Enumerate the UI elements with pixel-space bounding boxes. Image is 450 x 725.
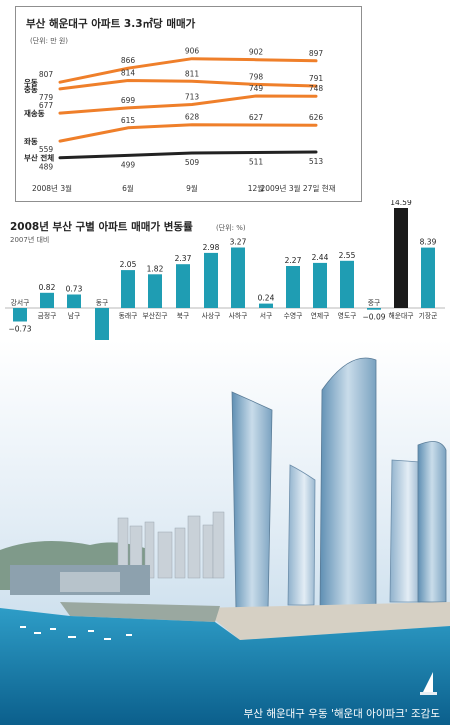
bar-value-10: 2.27 — [285, 256, 302, 265]
bar-12 — [340, 260, 354, 308]
bar-value-12: 2.55 — [339, 251, 356, 260]
bar-value-2: 0.73 — [66, 284, 83, 293]
point-label-4-3: 511 — [249, 158, 264, 167]
photo-caption: 부산 해운대구 우동 '해운대 아이파크' 조감도 — [244, 707, 441, 720]
bar-15 — [421, 247, 435, 308]
point-label-0-3: 902 — [249, 48, 264, 57]
bar-category-1: 금정구 — [38, 311, 57, 320]
series-label-4: 부산 전체 — [24, 153, 54, 163]
x-tick-4: 2009년 3월 27일 현재 — [260, 183, 335, 193]
bar-category-3: 동구 — [96, 299, 109, 307]
point-label-4-1: 499 — [121, 160, 136, 169]
chart2-subtitle: 2007년 대비 — [10, 235, 49, 244]
point-label-1-3: 798 — [249, 72, 264, 81]
bar-1 — [40, 292, 54, 308]
chart2-unit: (단위: %) — [216, 223, 246, 232]
bar-category-8: 사하구 — [229, 311, 248, 320]
point-label-4-0: 489 — [39, 163, 54, 172]
chart1-unit: (단위: 만 원) — [30, 36, 68, 45]
bar-category-7: 사상구 — [202, 311, 221, 320]
chart1-title: 부산 해운대구 아파트 3.3㎡당 매매가 — [26, 17, 196, 30]
bar-10 — [286, 266, 300, 308]
point-label-2-1: 699 — [121, 96, 136, 105]
x-tick-0: 2008년 3월 — [32, 183, 72, 193]
point-label-2-3: 749 — [249, 84, 264, 93]
bar-category-9: 서구 — [260, 311, 273, 320]
series-label-0: 우동 — [24, 78, 38, 87]
bar-category-0: 강서구 — [11, 298, 30, 307]
bar-value-0: −0.73 — [9, 325, 32, 334]
bar-8 — [231, 247, 245, 308]
bar-category-4: 동래구 — [119, 311, 138, 320]
bar-category-2: 남구 — [68, 311, 81, 320]
bar-value-1: 0.82 — [39, 283, 56, 292]
point-label-1-1: 814 — [121, 69, 136, 78]
point-label-4-4: 513 — [309, 157, 324, 166]
series-label-1: 중동 — [24, 85, 38, 94]
bar-category-13: 중구 — [368, 299, 381, 307]
bar-2 — [67, 294, 81, 308]
bar-value-9: 0.24 — [258, 294, 275, 303]
bar-value-4: 2.05 — [120, 260, 137, 269]
bar-13 — [367, 308, 381, 310]
bar-7 — [204, 252, 218, 308]
point-label-2-2: 713 — [185, 93, 200, 102]
point-label-1-2: 811 — [185, 69, 200, 78]
point-label-3-4: 626 — [309, 113, 324, 122]
bar-value-13: −0.09 — [363, 313, 386, 322]
bar-value-8: 3.27 — [230, 238, 247, 247]
series-label-3: 좌동 — [24, 136, 38, 146]
series-line-4 — [58, 150, 318, 160]
point-label-0-4: 897 — [309, 49, 324, 58]
bar-category-12: 영도구 — [338, 311, 357, 320]
bar-0 — [13, 308, 27, 322]
point-label-3-2: 628 — [185, 113, 200, 122]
x-tick-2: 9월 — [186, 183, 198, 193]
series-line-1 — [58, 79, 318, 91]
bar-value-7: 2.98 — [203, 243, 220, 252]
point-label-3-3: 627 — [249, 113, 264, 122]
x-tick-3: 12월 — [248, 183, 265, 193]
bar-category-5: 부산진구 — [142, 311, 167, 320]
bar-value-14: 14.59 — [390, 200, 412, 207]
bar-14 — [394, 208, 408, 308]
bar-value-6: 2.37 — [175, 254, 192, 263]
chart2-title: 2008년 부산 구별 아파트 매매가 변동률 — [10, 220, 193, 233]
point-label-1-0: 779 — [39, 93, 54, 102]
bar-category-14: 해운대구 — [388, 311, 413, 320]
bar-value-11: 2.44 — [312, 253, 329, 262]
bar-category-6: 북구 — [177, 312, 190, 320]
point-label-4-2: 509 — [185, 158, 200, 167]
point-label-0-2: 906 — [185, 47, 200, 56]
point-label-0-0: 807 — [39, 70, 54, 79]
bar-6 — [176, 264, 190, 308]
bar-category-15: 기장군 — [419, 311, 438, 320]
point-label-3-0: 559 — [39, 145, 54, 154]
bar-value-15: 8.39 — [420, 238, 437, 247]
point-label-1-4: 791 — [309, 74, 324, 83]
x-tick-1: 6월 — [122, 183, 134, 193]
haeundae-ipark-rendering: 부산 해운대구 우동 '해운대 아이파크' 조감도 — [0, 340, 450, 725]
bar-chart: 2008년 부산 구별 아파트 매매가 변동률 (단위: %) 2007년 대비 −0… — [5, 200, 445, 350]
bar-9 — [259, 303, 273, 308]
point-label-2-0: 677 — [39, 101, 54, 110]
series-line-2 — [58, 94, 318, 115]
point-label-0-1: 866 — [121, 56, 136, 65]
line-chart-panel: 부산 해운대구 아파트 3.3㎡당 매매가 (단위: 만 원) 우동 807 866 90… — [15, 6, 362, 202]
bar-11 — [313, 262, 327, 308]
series-line-0 — [58, 57, 318, 84]
bar-4 — [121, 270, 135, 308]
bar-value-5: 1.82 — [147, 264, 164, 273]
series-label-2: 재송동 — [24, 108, 45, 118]
bar-5 — [148, 274, 162, 308]
series-line-3 — [58, 123, 318, 143]
bar-category-11: 연제구 — [311, 312, 330, 320]
bar-3 — [95, 308, 109, 350]
point-label-3-1: 615 — [121, 116, 136, 125]
bar-category-10: 수영구 — [284, 311, 303, 320]
point-label-2-4: 748 — [309, 84, 324, 93]
